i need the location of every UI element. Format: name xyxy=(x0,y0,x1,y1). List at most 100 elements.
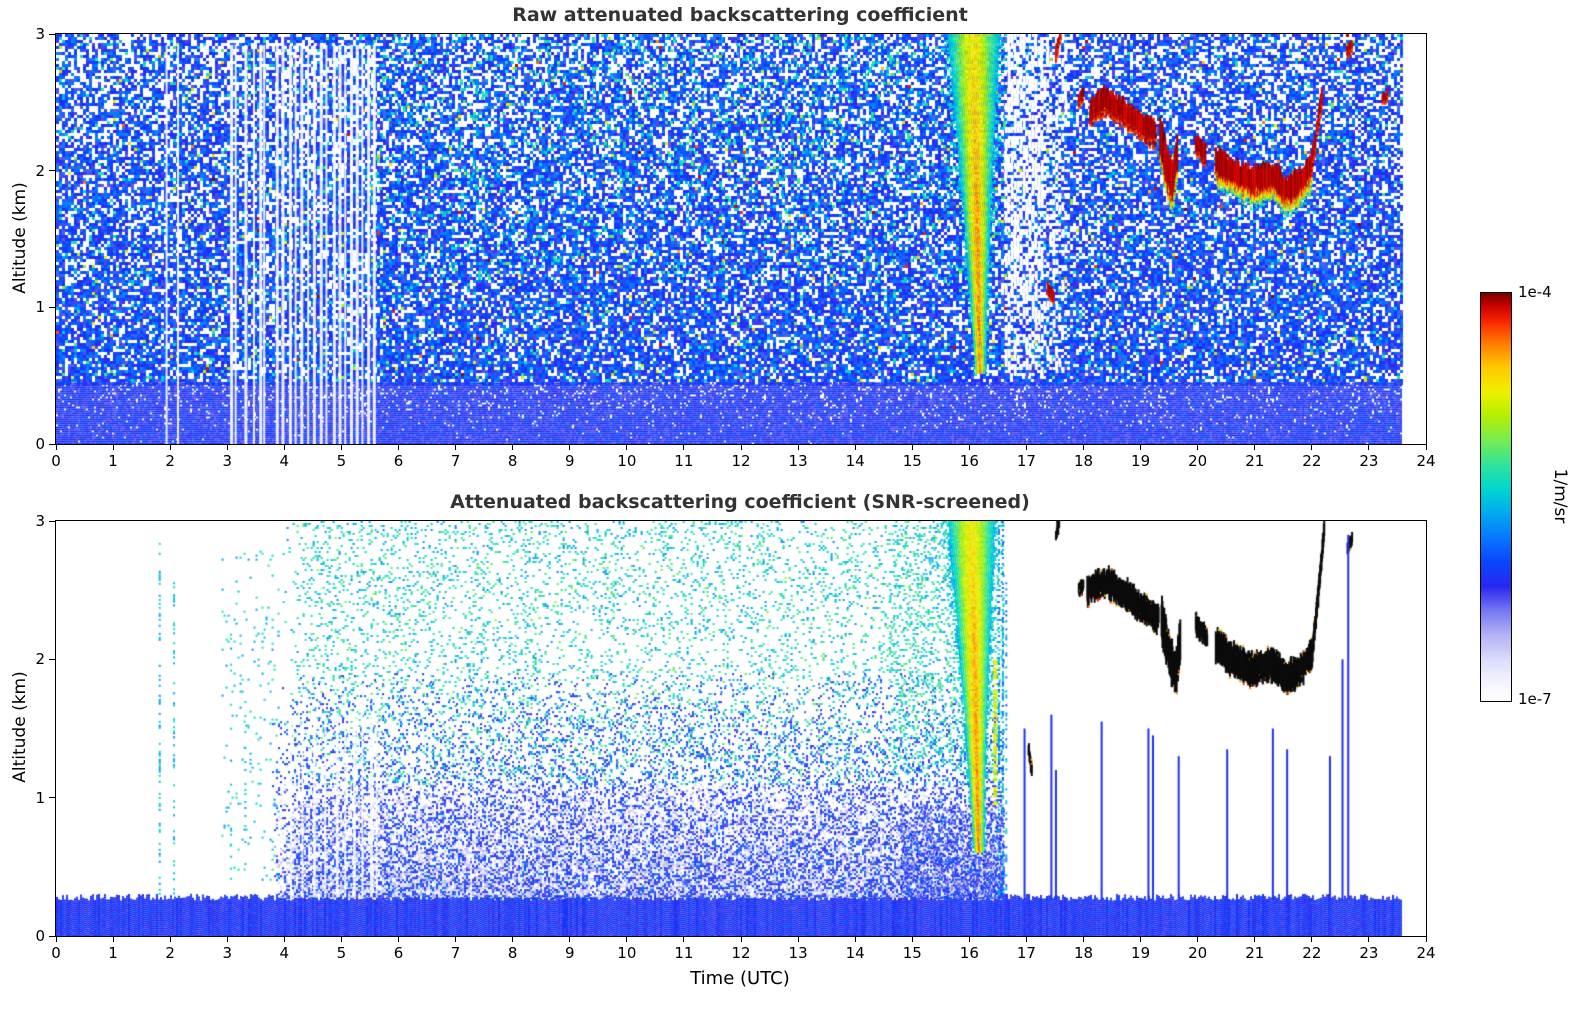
x-tick xyxy=(854,936,856,942)
x-tick xyxy=(112,936,114,942)
x-tick xyxy=(1025,444,1027,450)
colorbar-gradient xyxy=(1481,293,1511,701)
x-tick-label: 4 xyxy=(279,452,290,470)
y-tick xyxy=(49,170,55,172)
x-tick xyxy=(854,444,856,450)
x-tick xyxy=(968,444,970,450)
y-tick xyxy=(49,443,55,445)
x-tick-label: 12 xyxy=(731,452,751,470)
x-tick xyxy=(683,936,685,942)
x-tick-label: 24 xyxy=(1416,944,1436,962)
x-tick xyxy=(455,444,457,450)
x-tick-label: 18 xyxy=(1073,452,1094,470)
chart-title-raw: Raw attenuated backscattering coefficien… xyxy=(512,4,968,26)
y-tick-label: 1 xyxy=(35,788,45,807)
x-tick-label: 16 xyxy=(959,452,979,470)
x-tick xyxy=(398,444,399,450)
x-tick-label: 21 xyxy=(1245,452,1265,470)
x-tick xyxy=(797,936,799,942)
x-tick-label: 17 xyxy=(1016,452,1036,470)
x-tick-label: 21 xyxy=(1245,944,1265,962)
x-axis-label: Time (UTC) xyxy=(690,968,790,989)
x-tick-label: 12 xyxy=(731,944,751,962)
x-tick-label: 19 xyxy=(1131,452,1151,470)
x-tick xyxy=(1083,444,1084,450)
x-tick xyxy=(340,936,342,942)
x-tick xyxy=(968,936,970,942)
y-tick xyxy=(49,658,55,660)
x-tick xyxy=(340,444,342,450)
x-tick xyxy=(398,936,399,942)
x-tick-label: 10 xyxy=(617,452,637,470)
x-tick xyxy=(1140,936,1142,942)
x-tick xyxy=(55,936,57,942)
x-tick-label: 13 xyxy=(788,944,808,962)
x-tick-label: 6 xyxy=(393,452,404,470)
colorbar-unit-label: 1/m/sr xyxy=(1550,468,1570,524)
x-tick-label: 7 xyxy=(450,944,461,962)
y-tick-label: 2 xyxy=(35,161,45,180)
x-tick xyxy=(1425,444,1427,450)
x-tick xyxy=(55,444,57,450)
x-tick-label: 14 xyxy=(845,452,865,470)
x-tick xyxy=(1311,444,1313,450)
chart-title-screened: Attenuated backscattering coefficient (S… xyxy=(450,491,1030,513)
x-tick xyxy=(1025,936,1027,942)
x-tick xyxy=(740,444,742,450)
x-tick-label: 2 xyxy=(165,452,175,470)
x-tick xyxy=(626,936,628,942)
x-tick-label: 8 xyxy=(507,944,518,962)
x-tick xyxy=(1368,936,1370,942)
x-tick xyxy=(911,936,913,942)
x-tick xyxy=(626,444,628,450)
x-tick xyxy=(283,444,285,450)
x-tick-label: 7 xyxy=(450,452,461,470)
y-tick-label: 3 xyxy=(35,25,45,43)
x-tick-label: 5 xyxy=(336,944,347,962)
x-tick xyxy=(226,444,228,450)
x-tick xyxy=(1311,936,1313,942)
x-tick-label: 6 xyxy=(393,944,404,962)
x-tick xyxy=(569,444,571,450)
x-tick-label: 23 xyxy=(1359,452,1379,470)
x-tick xyxy=(512,444,514,450)
screened-heatmap-plot: 0 1 2 3 4 5 6 7 8 9 10 11 12 13 14 15 16 17 18 19 20 21 22 23 24… xyxy=(35,512,1435,962)
x-tick-label: 3 xyxy=(222,452,233,470)
x-tick-label: 18 xyxy=(1073,944,1094,962)
x-tick-label: 22 xyxy=(1302,944,1322,962)
x-tick xyxy=(1197,444,1199,450)
y-tick xyxy=(49,306,55,308)
y-tick xyxy=(49,33,55,35)
x-tick xyxy=(1254,936,1256,942)
x-tick xyxy=(569,936,571,942)
y-tick xyxy=(49,935,55,937)
x-tick xyxy=(1425,936,1427,942)
x-tick-label: 8 xyxy=(507,452,518,470)
x-tick xyxy=(683,444,685,450)
x-tick-label: 1 xyxy=(108,452,118,470)
x-tick xyxy=(512,936,514,942)
x-tick xyxy=(740,936,742,942)
x-tick-label: 1 xyxy=(108,944,118,962)
x-tick-label: 22 xyxy=(1302,452,1322,470)
x-tick xyxy=(455,936,457,942)
x-tick xyxy=(112,444,114,450)
x-tick-label: 3 xyxy=(222,944,233,962)
y-tick-label: 0 xyxy=(35,927,45,945)
x-tick xyxy=(169,936,171,942)
y-tick-label: 2 xyxy=(35,650,45,669)
x-tick xyxy=(797,444,799,450)
x-tick xyxy=(1140,444,1142,450)
x-tick xyxy=(1368,444,1370,450)
x-tick-label: 15 xyxy=(902,452,922,470)
y-axis-label-bottom: Altitude (km) xyxy=(10,671,30,783)
x-tick-label: 24 xyxy=(1416,452,1436,470)
x-tick xyxy=(169,444,171,450)
x-tick-label: 23 xyxy=(1359,944,1379,962)
raw-heatmap-plot: 0 1 2 3 4 5 6 7 8 9 10 11 12 13 14 15 16 17 18 19 20 21 22 23 24… xyxy=(35,25,1435,470)
x-tick xyxy=(1083,936,1084,942)
x-tick-label: 20 xyxy=(1188,944,1208,962)
x-tick-label: 11 xyxy=(674,944,694,962)
x-tick-label: 16 xyxy=(959,944,979,962)
